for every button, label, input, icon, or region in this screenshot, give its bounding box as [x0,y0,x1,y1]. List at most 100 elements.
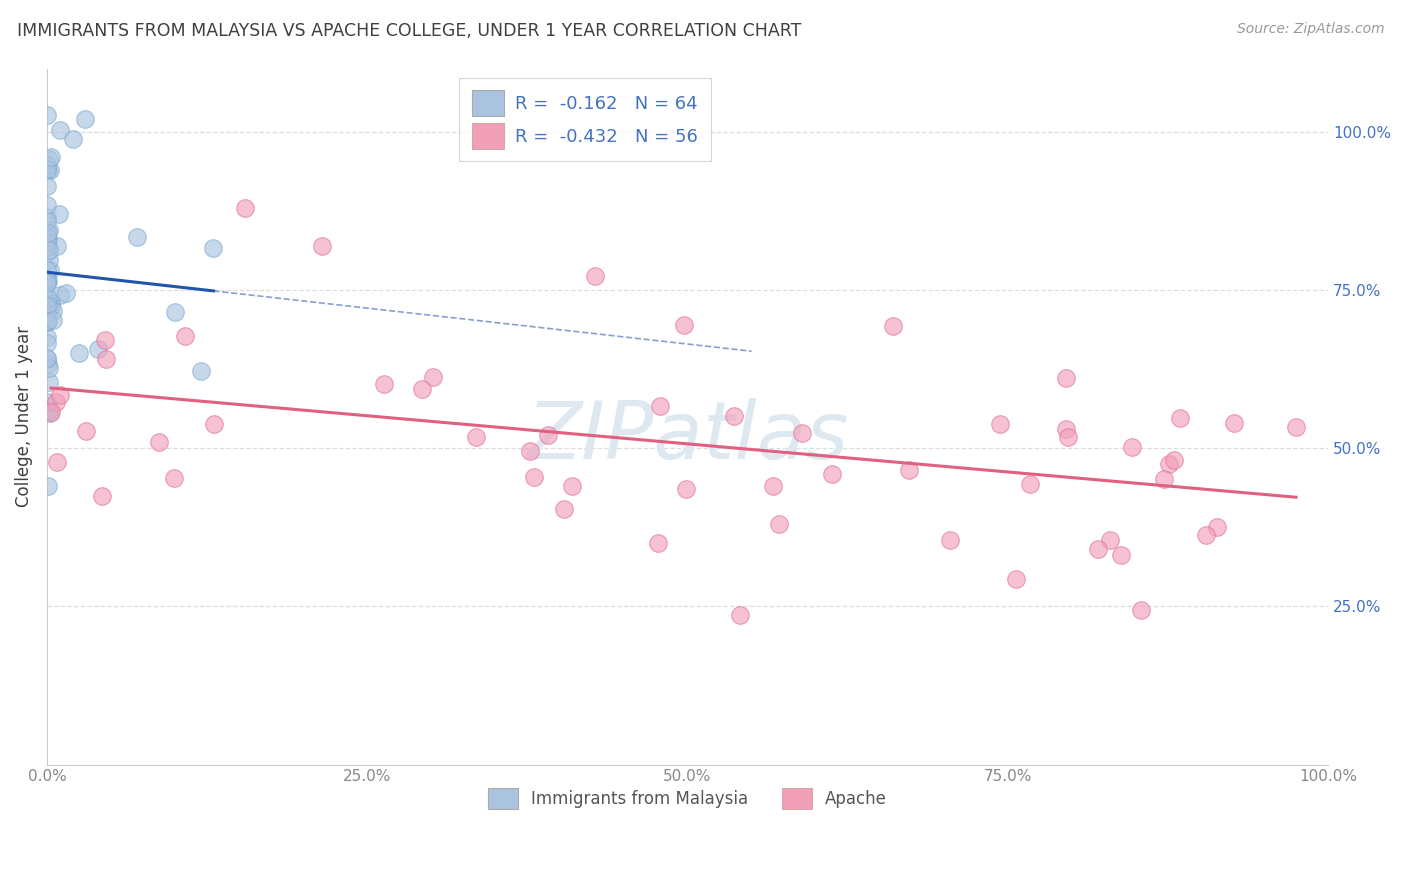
Point [37,239,59,253]
Point [561,479,583,493]
Point [62,131,84,145]
Point [37,292,59,306]
Point [37,291,59,305]
Point [37,197,59,211]
Point [1130,603,1153,617]
Point [235,201,257,215]
Point [1054,371,1077,385]
Y-axis label: College, Under 1 year: College, Under 1 year [15,326,32,507]
Point [35,277,58,291]
Point [1054,422,1077,436]
Point [35,230,58,244]
Point [39,405,62,419]
Point [411,383,433,397]
Point [55,285,77,300]
Point [35,351,58,366]
Point [87,343,110,357]
Point [728,607,751,622]
Point [48,288,70,302]
Point [202,241,225,255]
Point [38,360,60,375]
Point [35,108,58,122]
Point [45,455,67,469]
Text: Source: ZipAtlas.com: Source: ZipAtlas.com [1237,22,1385,37]
Point [519,444,541,458]
Point [35,246,58,260]
Point [723,409,745,423]
Point [35,275,58,289]
Point [647,535,669,549]
Point [37,228,59,243]
Point [35,211,58,225]
Point [45,395,67,409]
Point [35,335,58,350]
Point [37,226,59,240]
Point [311,238,333,252]
Point [373,377,395,392]
Point [163,304,186,318]
Point [897,463,920,477]
Point [37,394,59,409]
Point [1159,457,1181,471]
Point [148,434,170,449]
Point [37,162,59,177]
Point [762,479,785,493]
Point [174,329,197,343]
Point [673,318,696,332]
Point [37,314,59,328]
Point [49,388,72,402]
Point [1206,520,1229,534]
Point [1005,572,1028,586]
Point [464,430,486,444]
Point [39,299,62,313]
Point [35,299,58,313]
Point [37,298,59,312]
Point [38,375,60,389]
Point [553,501,575,516]
Point [1168,410,1191,425]
Point [1087,542,1109,557]
Point [1111,548,1133,562]
Point [35,351,58,366]
Point [35,272,58,286]
Point [1121,440,1143,454]
Point [988,417,1011,431]
Point [1019,477,1042,491]
Point [37,214,59,228]
Point [75,424,97,438]
Point [38,403,60,417]
Point [42,304,65,318]
Point [163,471,186,485]
Point [91,489,114,503]
Point [38,223,60,237]
Point [1153,472,1175,486]
Point [583,268,606,283]
Point [35,158,58,172]
Point [37,313,59,327]
Point [202,417,225,432]
Point [37,357,59,371]
Point [523,470,546,484]
Point [422,370,444,384]
Point [1285,419,1308,434]
Point [35,179,58,194]
Point [37,329,59,343]
Point [37,162,59,177]
Point [650,399,672,413]
Point [939,533,962,547]
Point [675,482,697,496]
Point [790,425,813,440]
Point [1195,527,1218,541]
Point [37,479,59,493]
Point [46,239,69,253]
Point [48,123,70,137]
Legend: Immigrants from Malaysia, Apache: Immigrants from Malaysia, Apache [481,781,894,815]
Point [38,153,60,167]
Point [1163,453,1185,467]
Point [38,163,60,178]
Point [39,406,62,420]
Point [37,227,59,241]
Point [125,229,148,244]
Point [94,333,117,347]
Text: IMMIGRANTS FROM MALAYSIA VS APACHE COLLEGE, UNDER 1 YEAR CORRELATION CHART: IMMIGRANTS FROM MALAYSIA VS APACHE COLLE… [17,22,801,40]
